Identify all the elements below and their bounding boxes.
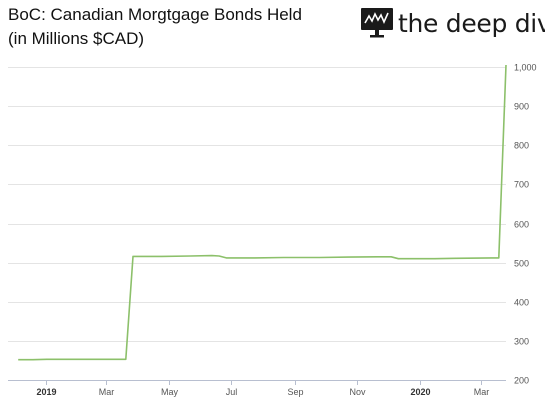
y-tick-label: 300 [514, 337, 529, 347]
x-tick-label: Nov [349, 387, 366, 397]
y-tick-label: 1,000 [514, 63, 537, 73]
y-tick-label: 400 [514, 298, 529, 308]
gridlines [8, 67, 506, 381]
y-tick-label: 500 [514, 259, 529, 269]
series-layer [18, 64, 507, 361]
brand-logo: the deep dive [360, 6, 545, 40]
x-tick-label: Mar [99, 387, 115, 397]
x-tick-label: Jul [226, 387, 238, 397]
series-line [18, 64, 507, 361]
y-tick-label: 900 [514, 102, 529, 112]
x-tick-label: May [161, 387, 179, 397]
x-tick-label: 2019 [36, 387, 56, 397]
y-tick-label: 800 [514, 141, 529, 151]
y-tick-label: 700 [514, 180, 529, 190]
x-tick-label: Sep [287, 387, 303, 397]
x-tick-label: 2020 [410, 387, 430, 397]
y-axis: 200 300 400 500 600 700 800 900 1,000 [514, 63, 537, 386]
y-tick-label: 200 [514, 376, 529, 386]
chart-title-line-1: BoC: Canadian Morgtgage Bonds Held [8, 5, 302, 24]
chart-title-line-2: (in Millions $CAD) [8, 29, 145, 48]
monitor-chart-icon [361, 8, 393, 38]
x-axis: 2019 Mar May Jul Sep Nov 2020 Mar [36, 380, 489, 397]
x-tick-label: Mar [474, 387, 490, 397]
y-tick-label: 600 [514, 220, 529, 230]
chart-title: BoC: Canadian Morgtgage Bonds Held (in M… [8, 3, 302, 51]
brand-name: the deep dive [398, 8, 545, 38]
